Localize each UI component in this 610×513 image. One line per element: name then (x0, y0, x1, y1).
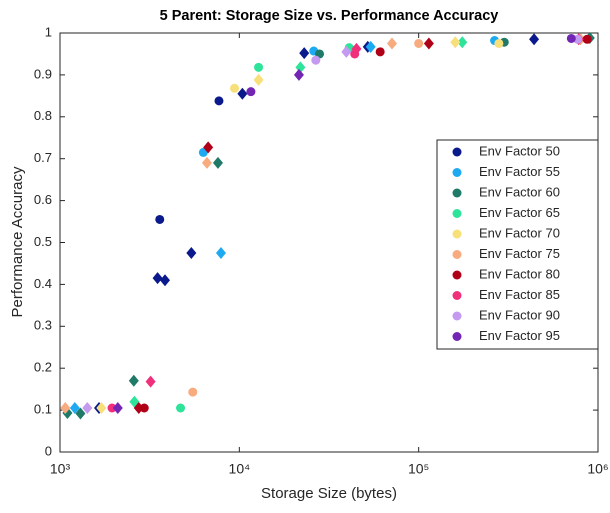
legend-label: Env Factor 95 (479, 328, 560, 343)
legend-label: Env Factor 55 (479, 164, 560, 179)
x-axis-label: Storage Size (bytes) (261, 485, 397, 502)
point (254, 62, 264, 72)
legend-label: Env Factor 70 (479, 225, 560, 240)
point (139, 403, 149, 413)
legend-marker (452, 229, 462, 239)
legend-marker (452, 270, 462, 280)
legend-marker (452, 168, 462, 177)
point (188, 387, 198, 397)
point (253, 73, 264, 86)
y-tick-label: 0.9 (34, 66, 52, 81)
legend-marker (452, 311, 462, 321)
legend-marker (452, 291, 462, 300)
point (350, 49, 360, 59)
legend-marker (452, 188, 462, 198)
point (414, 38, 424, 48)
point (457, 36, 468, 49)
y-tick-label: 0.4 (34, 276, 52, 291)
point (128, 374, 139, 387)
legend-label: Env Factor 65 (479, 205, 560, 220)
point (75, 407, 86, 420)
point (214, 96, 224, 106)
x-tick-label: 10⁵ (408, 461, 429, 477)
point (237, 87, 248, 100)
point (186, 246, 197, 259)
point (246, 87, 256, 97)
point (107, 403, 117, 413)
point (155, 214, 165, 224)
point (159, 274, 170, 287)
y-tick-label: 0.3 (34, 318, 52, 333)
legend-label: Env Factor 80 (479, 266, 560, 281)
point (145, 375, 156, 388)
point (152, 272, 163, 285)
legend-label: Env Factor 75 (479, 246, 560, 261)
point (386, 37, 397, 50)
y-tick-label: 0.1 (34, 402, 52, 417)
point (365, 40, 376, 53)
point (293, 68, 304, 81)
point (201, 156, 212, 169)
point (212, 156, 223, 169)
point (450, 36, 461, 49)
point (529, 33, 540, 46)
y-tick-label: 0.8 (34, 108, 52, 123)
point (582, 34, 592, 44)
legend-label: Env Factor 50 (479, 143, 560, 158)
point (341, 45, 352, 58)
point (311, 55, 321, 65)
y-axis-label: Performance Accuracy (9, 166, 26, 317)
y-tick-label: 1 (45, 24, 52, 39)
point (176, 403, 186, 413)
point (375, 47, 385, 57)
y-tick-label: 0.2 (34, 360, 52, 375)
point (423, 37, 434, 50)
y-tick-label: 0.7 (34, 150, 52, 165)
point (112, 402, 123, 415)
point (230, 83, 240, 93)
point (203, 141, 214, 154)
point (299, 47, 310, 60)
point (82, 402, 93, 415)
chart-title: 5 Parent: Storage Size vs. Performance A… (160, 8, 499, 24)
legend-label: Env Factor 85 (479, 287, 560, 302)
legend-marker (452, 332, 462, 341)
point (215, 246, 226, 259)
point (60, 402, 71, 415)
point (494, 38, 504, 48)
y-tick-label: 0.5 (34, 234, 52, 249)
x-tick-label: 10⁴ (229, 461, 251, 477)
point (566, 33, 576, 43)
x-tick-label: 10³ (50, 461, 71, 477)
y-tick-label: 0 (45, 443, 52, 458)
legend-marker (452, 147, 462, 157)
point (96, 402, 107, 415)
legend-marker (452, 250, 462, 259)
legend-label: Env Factor 90 (479, 307, 560, 322)
y-tick-label: 0.6 (34, 192, 52, 207)
legend-label: Env Factor 60 (479, 184, 560, 199)
x-tick-label: 10⁶ (587, 461, 608, 477)
point (69, 402, 80, 415)
legend-marker (452, 209, 462, 218)
legend-box (436, 139, 599, 350)
